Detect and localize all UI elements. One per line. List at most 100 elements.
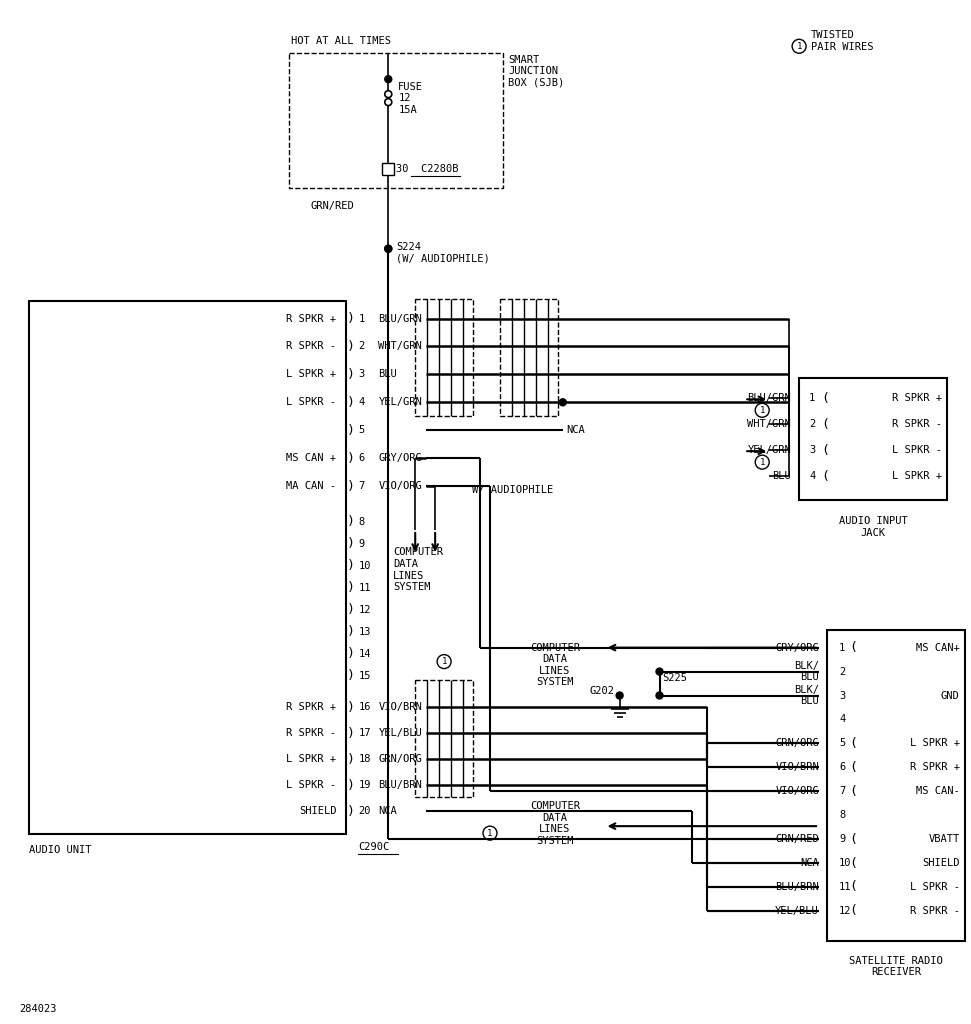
Text: 6: 6 xyxy=(358,454,365,463)
Text: YEL/GRN: YEL/GRN xyxy=(748,445,791,456)
Text: YEL/GRN: YEL/GRN xyxy=(379,397,422,408)
Text: L SPKR -: L SPKR - xyxy=(910,882,959,892)
Text: ): ) xyxy=(347,753,354,766)
Text: BLK/
BLU: BLK/ BLU xyxy=(794,685,820,707)
Text: GRY/ORG: GRY/ORG xyxy=(775,643,820,652)
Text: 14: 14 xyxy=(358,648,371,658)
Text: COMPUTER
DATA
LINES
SYSTEM: COMPUTER DATA LINES SYSTEM xyxy=(530,801,580,846)
Text: ): ) xyxy=(347,669,354,682)
Text: (: ( xyxy=(849,856,857,869)
Text: WHT/GRN: WHT/GRN xyxy=(748,419,791,429)
Text: ): ) xyxy=(347,582,354,594)
Circle shape xyxy=(385,245,391,252)
Text: 19: 19 xyxy=(358,780,371,791)
Bar xyxy=(416,680,473,798)
Text: R SPKR +: R SPKR + xyxy=(910,762,959,772)
Text: R SPKR -: R SPKR - xyxy=(891,419,942,429)
Circle shape xyxy=(385,76,391,83)
Text: SMART
JUNCTION
BOX (SJB): SMART JUNCTION BOX (SJB) xyxy=(508,54,564,88)
Circle shape xyxy=(656,692,663,699)
Text: 1: 1 xyxy=(809,393,816,403)
Text: ): ) xyxy=(347,647,354,660)
Text: 13: 13 xyxy=(358,627,371,637)
Text: GRN/RED: GRN/RED xyxy=(775,835,820,844)
Text: 3: 3 xyxy=(809,445,816,456)
Text: 1: 1 xyxy=(796,42,802,51)
Text: L SPKR -: L SPKR - xyxy=(286,397,336,408)
Text: COMPUTER
DATA
LINES
SYSTEM: COMPUTER DATA LINES SYSTEM xyxy=(393,548,444,592)
Text: ): ) xyxy=(347,396,354,409)
Text: C290C: C290C xyxy=(358,842,389,852)
Text: 5: 5 xyxy=(839,738,845,749)
Text: GRY/ORG: GRY/ORG xyxy=(379,454,422,463)
Text: (: ( xyxy=(821,470,829,482)
Text: ): ) xyxy=(347,312,354,325)
Text: BLK/
BLU: BLK/ BLU xyxy=(794,660,820,682)
Text: VBATT: VBATT xyxy=(928,835,959,844)
Text: 11: 11 xyxy=(839,882,852,892)
Text: 2: 2 xyxy=(839,667,845,677)
Text: 3: 3 xyxy=(358,370,365,379)
Text: 20: 20 xyxy=(358,806,371,816)
Text: 2: 2 xyxy=(358,341,365,351)
Text: ): ) xyxy=(347,424,354,436)
Text: 12: 12 xyxy=(358,605,371,614)
Text: 1: 1 xyxy=(839,643,845,652)
Bar xyxy=(500,299,557,417)
Text: ): ) xyxy=(347,805,354,818)
Text: 16: 16 xyxy=(358,702,371,713)
Text: 5: 5 xyxy=(358,425,365,435)
Text: SHIELD: SHIELD xyxy=(922,858,959,868)
Text: 1: 1 xyxy=(759,458,765,467)
Bar xyxy=(799,378,947,500)
Text: R SPKR -: R SPKR - xyxy=(286,341,336,351)
Text: ): ) xyxy=(347,479,354,493)
Text: (: ( xyxy=(821,443,829,457)
Text: 10: 10 xyxy=(839,858,852,868)
Text: GRN/ORG: GRN/ORG xyxy=(379,755,422,764)
Text: 8: 8 xyxy=(839,810,845,820)
Text: 9: 9 xyxy=(839,835,845,844)
Circle shape xyxy=(559,398,566,406)
Text: MS CAN+: MS CAN+ xyxy=(916,643,959,652)
Text: 1: 1 xyxy=(759,406,765,415)
Text: MS CAN-: MS CAN- xyxy=(916,786,959,797)
Text: (: ( xyxy=(849,881,857,894)
Text: BLU: BLU xyxy=(379,370,397,379)
Text: R SPKR +: R SPKR + xyxy=(286,702,336,713)
Text: 12: 12 xyxy=(839,906,852,915)
Text: 15: 15 xyxy=(358,671,371,681)
Text: ): ) xyxy=(347,701,354,714)
Text: (: ( xyxy=(849,737,857,750)
Text: GND: GND xyxy=(941,690,959,700)
Bar xyxy=(29,301,347,835)
Text: 11: 11 xyxy=(358,583,371,593)
Text: (: ( xyxy=(849,833,857,846)
Text: (: ( xyxy=(821,418,829,431)
Text: L SPKR +: L SPKR + xyxy=(286,755,336,764)
Text: NCA: NCA xyxy=(800,858,820,868)
Text: FUSE
12
15A: FUSE 12 15A xyxy=(398,82,423,115)
Text: 9: 9 xyxy=(358,539,365,549)
Text: R SPKR +: R SPKR + xyxy=(286,313,336,324)
Text: (: ( xyxy=(849,641,857,654)
Text: 6: 6 xyxy=(839,762,845,772)
Text: ): ) xyxy=(347,515,354,528)
Circle shape xyxy=(617,692,623,699)
Circle shape xyxy=(385,245,391,252)
Text: R SPKR -: R SPKR - xyxy=(910,906,959,915)
Text: AUDIO UNIT: AUDIO UNIT xyxy=(29,845,92,855)
Text: 4: 4 xyxy=(358,397,365,408)
Text: VIO/ORG: VIO/ORG xyxy=(379,481,422,492)
Bar xyxy=(288,53,503,187)
Text: ): ) xyxy=(347,452,354,465)
Bar xyxy=(416,299,473,417)
Text: 2: 2 xyxy=(809,419,816,429)
Text: ): ) xyxy=(347,603,354,616)
Text: BLU/BRN: BLU/BRN xyxy=(379,780,422,791)
Text: 18: 18 xyxy=(358,755,371,764)
Text: L SPKR +: L SPKR + xyxy=(891,471,942,481)
Text: BLU: BLU xyxy=(772,471,791,481)
Text: W/ AUDIOPHILE: W/ AUDIOPHILE xyxy=(472,485,553,495)
Text: NCA: NCA xyxy=(379,806,397,816)
